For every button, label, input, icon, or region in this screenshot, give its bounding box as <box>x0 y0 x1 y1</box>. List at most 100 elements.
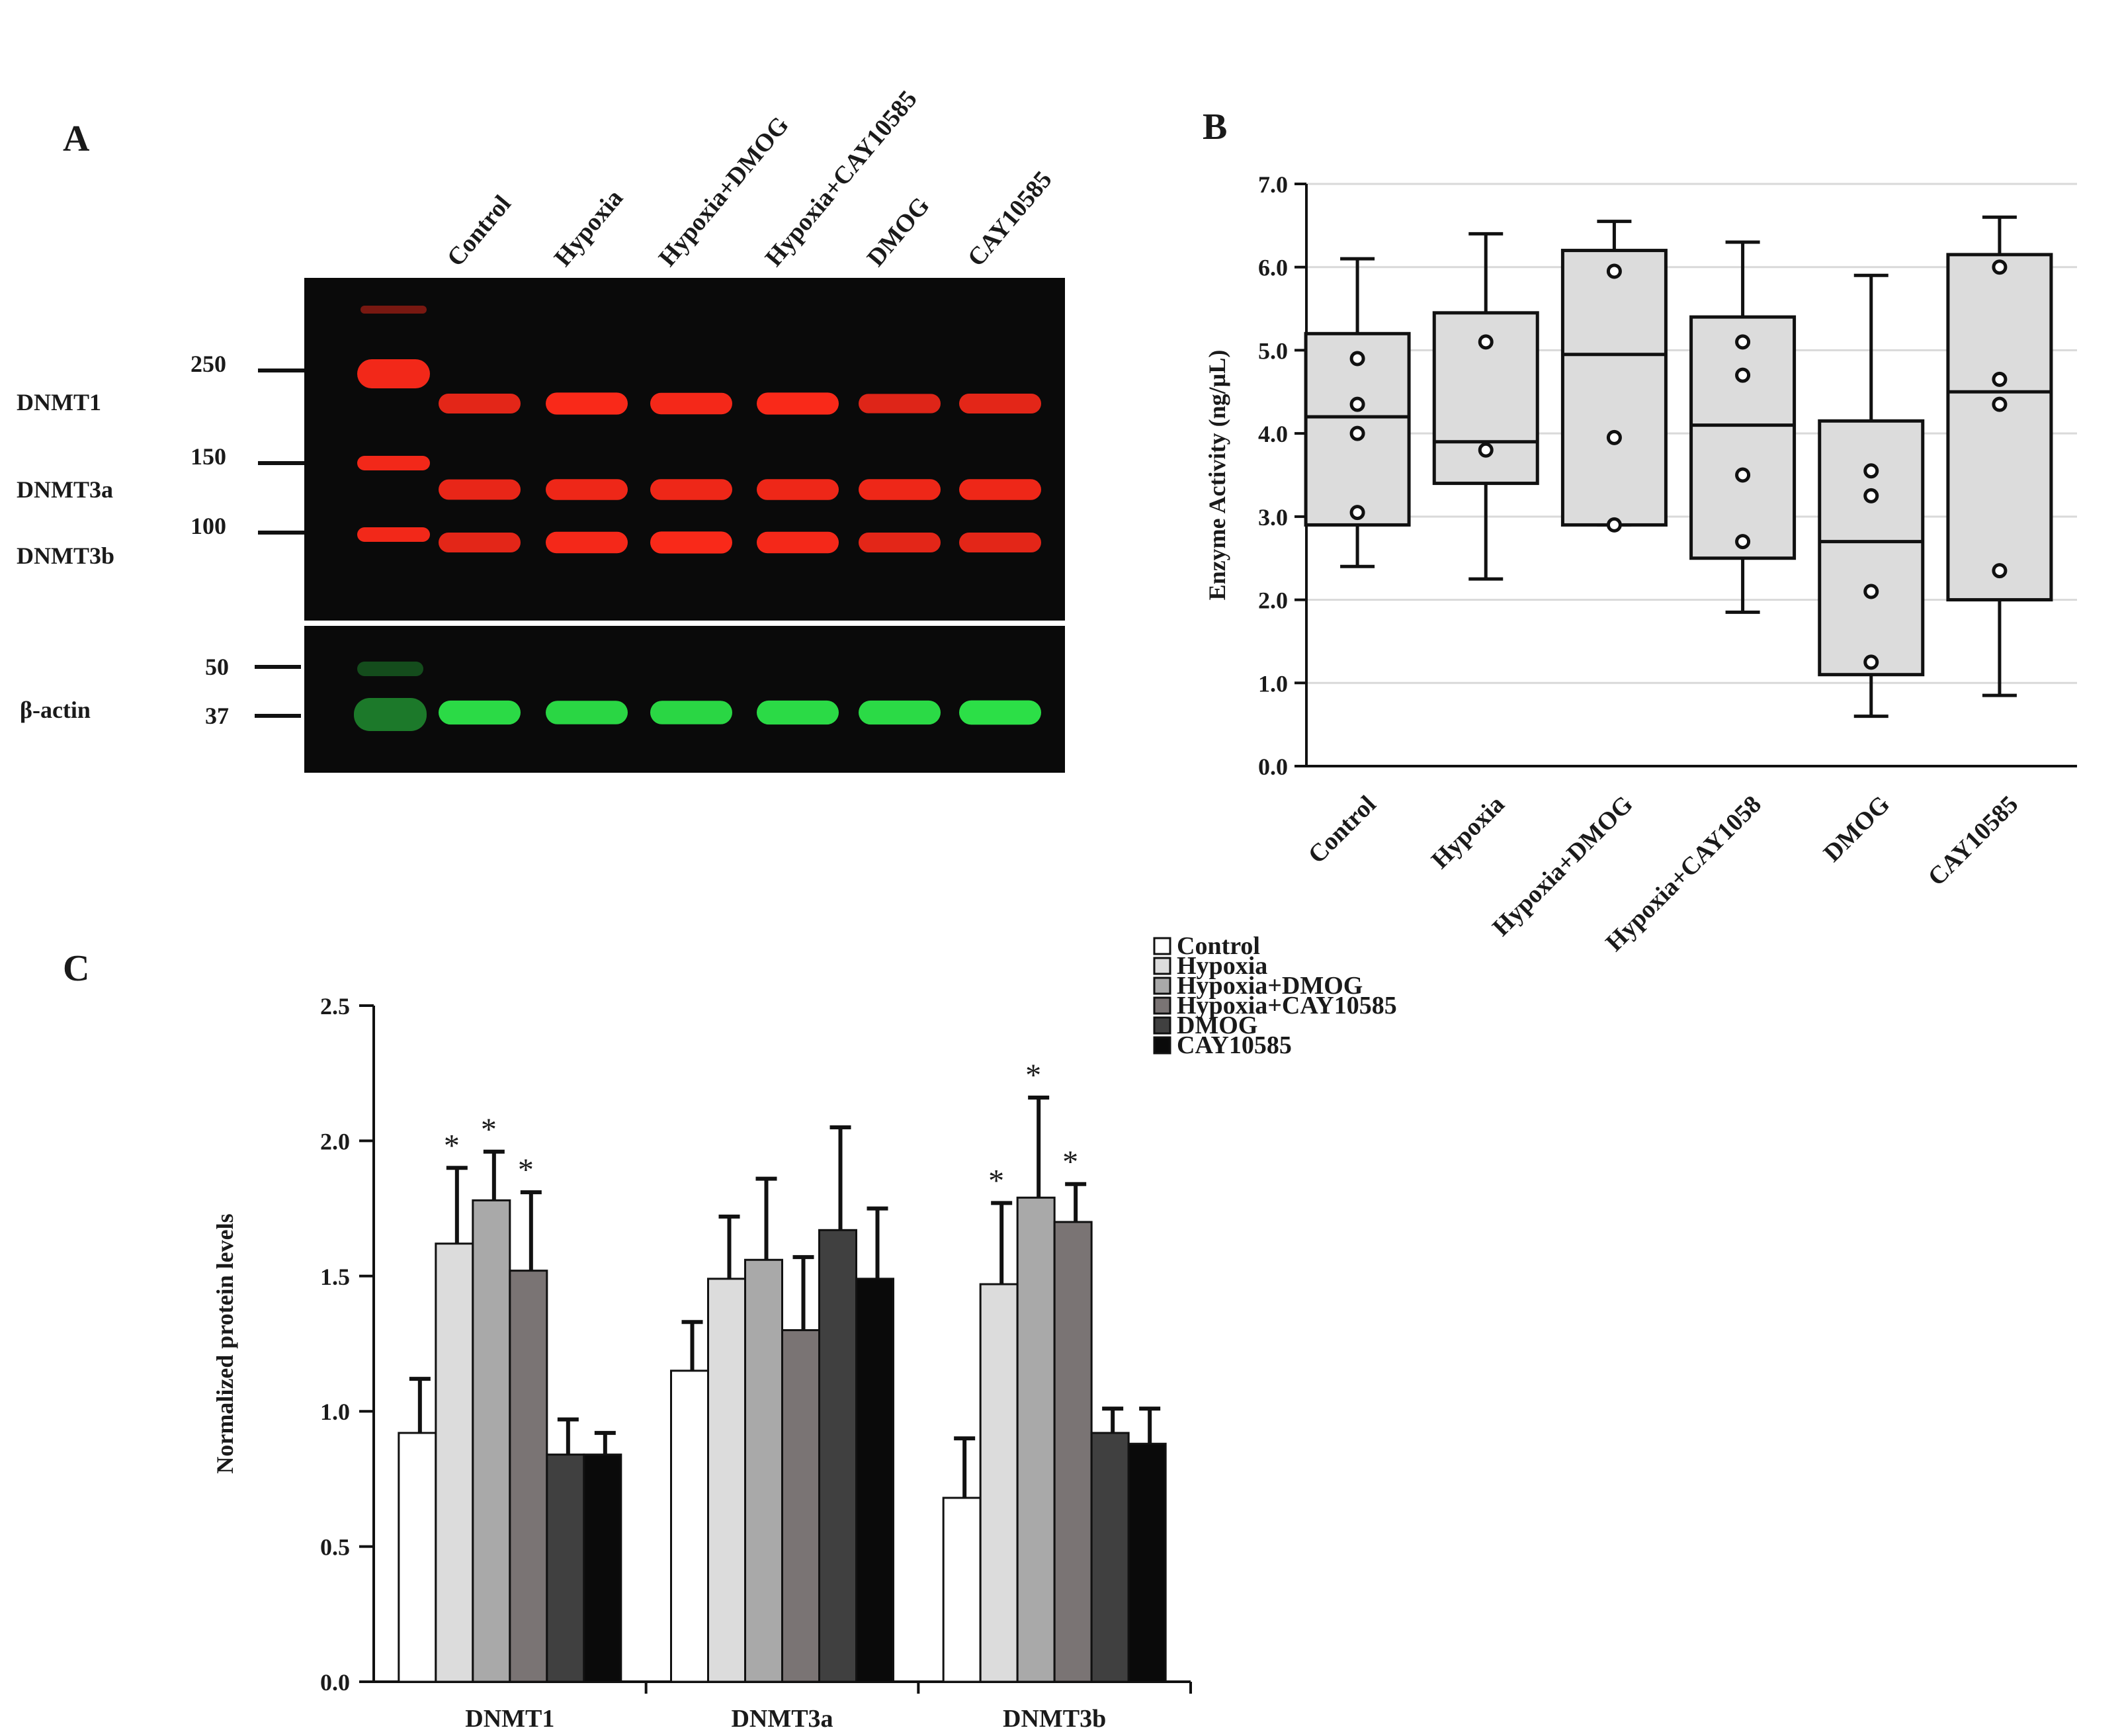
x-category-label: DNMT1 <box>465 1705 554 1733</box>
data-point <box>1863 488 1879 503</box>
data-point <box>1349 351 1365 367</box>
legend-swatch <box>1153 937 1171 955</box>
blot-membrane-top <box>304 278 1065 621</box>
data-point <box>1735 467 1751 483</box>
x-category-label: DNMT3a <box>731 1705 833 1733</box>
blot-band <box>859 533 941 552</box>
data-point <box>1863 654 1879 670</box>
bar <box>509 1270 548 1683</box>
data-point <box>1735 534 1751 550</box>
data-point <box>1863 463 1879 479</box>
y-tick-label: 4.0 <box>1258 421 1288 447</box>
y-tick-label: 2.0 <box>1258 587 1288 614</box>
legend-label: Hypoxia+CAY10585 <box>1177 992 1397 1020</box>
bar <box>583 1454 622 1683</box>
blot-band <box>959 533 1041 552</box>
bar <box>855 1278 894 1683</box>
panel-label-a: A <box>63 118 90 159</box>
data-point <box>1863 584 1879 599</box>
blot-band <box>859 479 941 500</box>
actin-band <box>859 700 941 725</box>
legend-swatch <box>1153 1016 1171 1035</box>
y-axis-label: Normalized protein levels <box>212 1213 238 1473</box>
blot-band <box>439 533 521 552</box>
y-tick-label: 1.5 <box>320 1264 350 1290</box>
y-axis-label: Enzyme Activity (ng/µL) <box>1204 350 1230 601</box>
y-tick-label: 3.0 <box>1258 504 1288 531</box>
lane-label: CAY10585 <box>962 166 1058 272</box>
y-tick-label: 5.0 <box>1258 337 1288 364</box>
blot-bands <box>354 306 1041 731</box>
lane-label: Control <box>442 190 517 271</box>
box <box>1946 253 2053 602</box>
actin-band <box>650 701 732 724</box>
data-point <box>1478 442 1494 458</box>
legend-swatch <box>1153 1036 1171 1055</box>
blot-band <box>757 479 839 500</box>
lane-label: Hypoxia <box>549 185 628 272</box>
bar <box>942 1497 982 1683</box>
blot-membrane-bottom <box>304 626 1065 773</box>
blot-band <box>546 392 628 415</box>
y-tick-label: 1.0 <box>320 1399 350 1425</box>
legend-label: Hypoxia <box>1177 952 1267 980</box>
bar <box>435 1242 474 1683</box>
marker-label: 100 <box>191 513 226 539</box>
ladder-band <box>357 456 430 470</box>
x-category-label: Hypoxia+DMOG <box>1487 791 1638 942</box>
bar <box>398 1432 437 1683</box>
y-tick-label: 0.5 <box>320 1534 350 1561</box>
lane-label: DMOG <box>862 192 935 272</box>
protein-label-beta-actin: β-actin <box>20 697 91 723</box>
box <box>1818 419 1925 677</box>
data-point <box>1349 505 1365 521</box>
y-tick-label: 0.0 <box>1258 754 1288 780</box>
marker-label: 250 <box>191 351 226 377</box>
x-category-label: Control <box>1303 791 1382 869</box>
data-point <box>1606 429 1622 445</box>
ladder-band <box>357 527 430 542</box>
blot-band <box>959 394 1041 413</box>
protein-label-dnmt1: DNMT1 <box>17 389 101 415</box>
marker-label: 37 <box>205 703 229 729</box>
y-tick-label: 1.0 <box>1258 670 1288 697</box>
data-point <box>1992 396 2008 412</box>
panel-label-c: C <box>63 948 89 989</box>
y-tick-label: 7.0 <box>1258 171 1288 198</box>
marker-label: 50 <box>205 654 229 680</box>
y-tick-label: 2.0 <box>320 1128 350 1154</box>
data-point <box>1735 367 1751 383</box>
data-point <box>1992 563 2008 579</box>
x-category-label: DMOG <box>1818 791 1895 867</box>
blot-band <box>959 479 1041 500</box>
blot-band <box>650 392 732 415</box>
bar <box>781 1329 820 1683</box>
data-point <box>1478 334 1494 350</box>
significance-marker: * <box>481 1112 497 1147</box>
legend-swatch <box>1153 976 1171 995</box>
actin-band <box>959 700 1041 725</box>
legend-label: CAY10585 <box>1177 1031 1292 1059</box>
bar <box>472 1199 511 1683</box>
y-tick-label: 0.0 <box>320 1669 350 1696</box>
protein-label-dnmt3a: DNMT3a <box>17 476 113 503</box>
bar <box>744 1258 783 1683</box>
lane-labels: Control Hypoxia Hypoxia+DMOGHypoxia+CAY105… <box>442 85 1058 272</box>
bar <box>979 1283 1019 1683</box>
blot-band <box>546 531 628 554</box>
blot-band <box>546 479 628 500</box>
blot-band <box>650 531 732 554</box>
bar <box>1090 1432 1130 1683</box>
significance-marker: * <box>1062 1145 1078 1180</box>
bar <box>707 1278 746 1683</box>
ladder-band <box>361 306 427 314</box>
bar <box>546 1454 585 1683</box>
data-point <box>1606 263 1622 279</box>
y-tick-label: 2.5 <box>320 993 350 1020</box>
significance-marker: * <box>988 1163 1004 1198</box>
significance-marker: * <box>444 1128 460 1163</box>
marker-label: 150 <box>191 443 226 470</box>
protein-label-dnmt3b: DNMT3b <box>17 542 114 569</box>
enzyme-activity-boxplot: 0.0 1.0 2.0 3.0 4.0 5.0 6.0 7.0 Enzyme Activity … <box>1204 171 2077 957</box>
protein-levels-bar-chart: 0.0 0.5 1.0 1.5 2.0 2.5 Normalized protein lev… <box>212 932 1397 1733</box>
